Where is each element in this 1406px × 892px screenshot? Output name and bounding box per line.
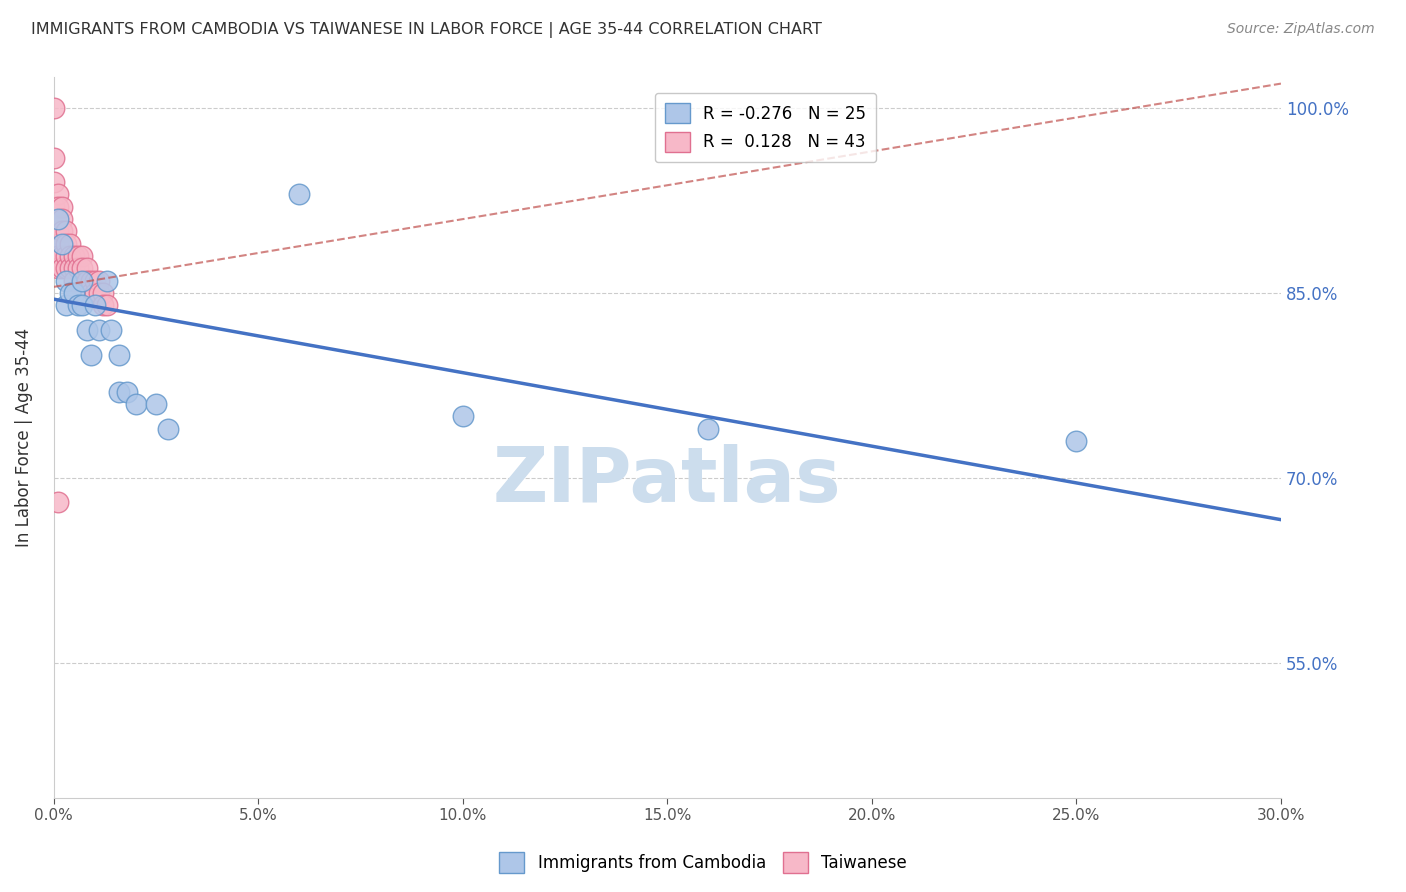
Point (87, 323, 110, 337)
Point (1066, 434, 1088, 448)
Point (79, 285, 101, 300)
Point (145, 397, 167, 411)
Point (63, 274, 86, 288)
Point (55, 274, 77, 288)
Point (288, 187, 311, 202)
Point (42, 151, 65, 165)
Legend: Immigrants from Cambodia, Taiwanese: Immigrants from Cambodia, Taiwanese (492, 846, 914, 880)
Point (55, 236, 77, 251)
Point (42, 200, 65, 214)
Point (91, 298, 114, 312)
Point (91, 285, 114, 300)
Point (59, 285, 82, 300)
Point (46, 495, 69, 509)
Point (697, 421, 720, 435)
Point (108, 384, 131, 399)
Point (42, 236, 65, 251)
Point (72, 261, 94, 276)
Point (51, 236, 73, 251)
Point (100, 323, 122, 337)
Point (87, 274, 110, 288)
Point (46, 261, 69, 276)
Point (108, 348, 131, 362)
Point (63, 261, 86, 276)
Point (55, 224, 77, 238)
Point (46, 236, 69, 251)
Text: Source: ZipAtlas.com: Source: ZipAtlas.com (1227, 22, 1375, 37)
Point (83, 285, 105, 300)
Point (76, 274, 98, 288)
Point (72, 298, 94, 312)
Point (46, 212, 69, 227)
Point (83, 298, 105, 312)
Point (51, 200, 73, 214)
Point (157, 421, 180, 435)
Point (79, 274, 101, 288)
Point (451, 409, 474, 424)
Point (87, 285, 110, 300)
Point (51, 261, 73, 276)
Point (46, 200, 69, 214)
Point (63, 249, 86, 263)
Point (59, 249, 82, 263)
Point (46, 212, 69, 227)
Point (51, 224, 73, 238)
Point (72, 274, 94, 288)
Point (42, 101, 65, 115)
Point (76, 261, 98, 276)
Point (51, 249, 73, 263)
Point (79, 348, 101, 362)
Point (55, 249, 77, 263)
Point (59, 261, 82, 276)
Point (46, 249, 69, 263)
Point (67, 298, 90, 312)
Point (51, 212, 73, 227)
Point (67, 261, 90, 276)
Point (63, 285, 86, 300)
Y-axis label: In Labor Force | Age 35-44: In Labor Force | Age 35-44 (15, 328, 32, 548)
Point (59, 236, 82, 251)
Point (96, 298, 118, 312)
Point (42, 175, 65, 189)
Point (67, 249, 90, 263)
Point (117, 384, 139, 399)
Point (55, 298, 77, 312)
Point (124, 397, 146, 411)
Point (46, 187, 69, 202)
Legend: R = -0.276   N = 25, R =  0.128   N = 43: R = -0.276 N = 25, R = 0.128 N = 43 (655, 93, 876, 162)
Point (55, 261, 77, 276)
Text: ZIPatlas: ZIPatlas (494, 444, 842, 518)
Text: IMMIGRANTS FROM CAMBODIA VS TAIWANESE IN LABOR FORCE | AGE 35-44 CORRELATION CHA: IMMIGRANTS FROM CAMBODIA VS TAIWANESE IN… (31, 22, 821, 38)
Point (76, 323, 98, 337)
Point (96, 274, 118, 288)
Point (46, 224, 69, 238)
Point (72, 249, 94, 263)
Point (83, 274, 105, 288)
